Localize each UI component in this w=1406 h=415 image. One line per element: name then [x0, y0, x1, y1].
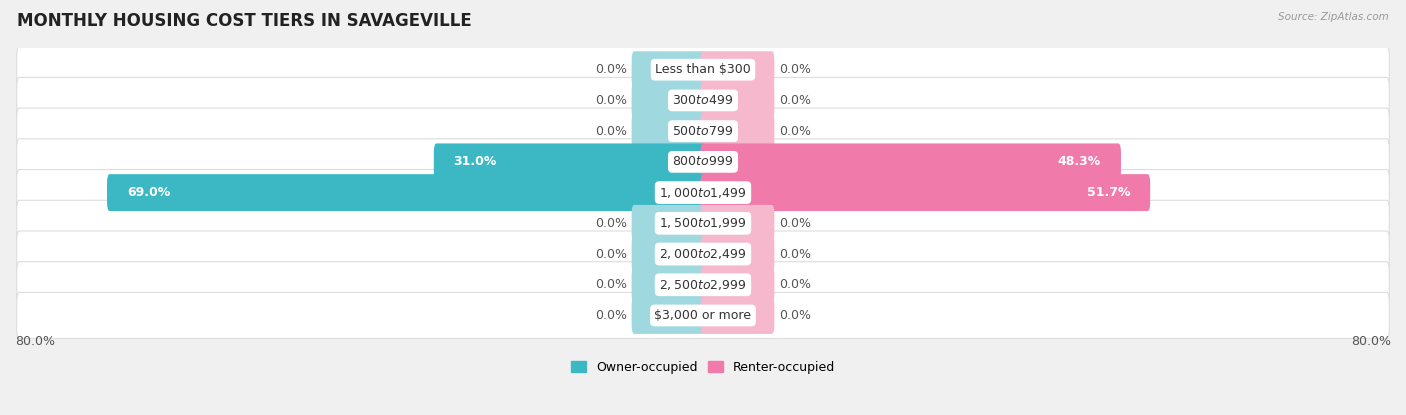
FancyBboxPatch shape	[631, 113, 706, 149]
Text: 69.0%: 69.0%	[127, 186, 170, 199]
Legend: Owner-occupied, Renter-occupied: Owner-occupied, Renter-occupied	[567, 356, 839, 379]
FancyBboxPatch shape	[17, 108, 1389, 154]
Text: 51.7%: 51.7%	[1087, 186, 1130, 199]
FancyBboxPatch shape	[700, 266, 775, 303]
FancyBboxPatch shape	[700, 144, 1121, 180]
Text: 0.0%: 0.0%	[595, 94, 627, 107]
FancyBboxPatch shape	[631, 82, 706, 119]
Text: 0.0%: 0.0%	[595, 217, 627, 230]
FancyBboxPatch shape	[631, 236, 706, 273]
Text: Source: ZipAtlas.com: Source: ZipAtlas.com	[1278, 12, 1389, 22]
Text: 0.0%: 0.0%	[595, 124, 627, 138]
Text: $1,000 to $1,499: $1,000 to $1,499	[659, 186, 747, 200]
Text: 0.0%: 0.0%	[779, 94, 811, 107]
Text: $2,500 to $2,999: $2,500 to $2,999	[659, 278, 747, 292]
FancyBboxPatch shape	[17, 77, 1389, 124]
Text: 0.0%: 0.0%	[595, 309, 627, 322]
Text: $2,000 to $2,499: $2,000 to $2,499	[659, 247, 747, 261]
FancyBboxPatch shape	[700, 236, 775, 273]
Text: 0.0%: 0.0%	[779, 278, 811, 291]
FancyBboxPatch shape	[107, 174, 706, 211]
Text: 80.0%: 80.0%	[1351, 334, 1391, 347]
FancyBboxPatch shape	[17, 200, 1389, 247]
FancyBboxPatch shape	[700, 51, 775, 88]
Text: $300 to $499: $300 to $499	[672, 94, 734, 107]
Text: 0.0%: 0.0%	[595, 63, 627, 76]
FancyBboxPatch shape	[700, 174, 1150, 211]
Text: 0.0%: 0.0%	[779, 124, 811, 138]
FancyBboxPatch shape	[17, 46, 1389, 93]
FancyBboxPatch shape	[631, 51, 706, 88]
FancyBboxPatch shape	[434, 144, 706, 180]
FancyBboxPatch shape	[17, 293, 1389, 339]
Text: MONTHLY HOUSING COST TIERS IN SAVAGEVILLE: MONTHLY HOUSING COST TIERS IN SAVAGEVILL…	[17, 12, 471, 30]
Text: 31.0%: 31.0%	[454, 155, 496, 168]
FancyBboxPatch shape	[700, 297, 775, 334]
Text: $800 to $999: $800 to $999	[672, 155, 734, 168]
Text: 48.3%: 48.3%	[1057, 155, 1101, 168]
FancyBboxPatch shape	[631, 205, 706, 242]
Text: $1,500 to $1,999: $1,500 to $1,999	[659, 216, 747, 230]
FancyBboxPatch shape	[17, 262, 1389, 308]
FancyBboxPatch shape	[631, 297, 706, 334]
Text: 0.0%: 0.0%	[779, 63, 811, 76]
Text: 0.0%: 0.0%	[779, 309, 811, 322]
Text: 80.0%: 80.0%	[15, 334, 55, 347]
Text: Less than $300: Less than $300	[655, 63, 751, 76]
Text: $500 to $799: $500 to $799	[672, 124, 734, 138]
FancyBboxPatch shape	[631, 266, 706, 303]
Text: 0.0%: 0.0%	[595, 278, 627, 291]
Text: 0.0%: 0.0%	[779, 217, 811, 230]
Text: 0.0%: 0.0%	[595, 247, 627, 261]
FancyBboxPatch shape	[700, 205, 775, 242]
FancyBboxPatch shape	[17, 170, 1389, 216]
Text: 0.0%: 0.0%	[779, 247, 811, 261]
FancyBboxPatch shape	[700, 82, 775, 119]
FancyBboxPatch shape	[700, 113, 775, 149]
FancyBboxPatch shape	[17, 139, 1389, 185]
FancyBboxPatch shape	[17, 231, 1389, 277]
Text: $3,000 or more: $3,000 or more	[655, 309, 751, 322]
